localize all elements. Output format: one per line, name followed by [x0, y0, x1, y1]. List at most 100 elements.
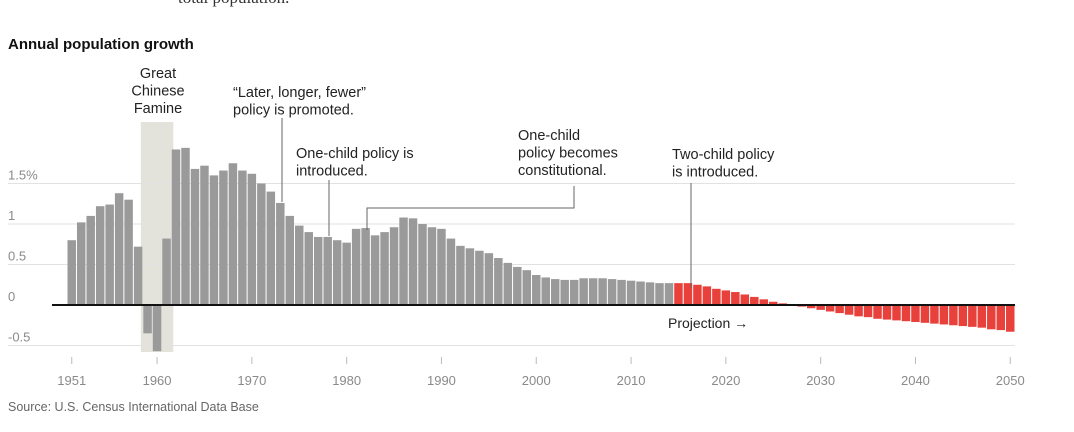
annotations: Great Chinese Famine “Later, longer, fewer”…: [131, 66, 775, 331]
bar-projection: [949, 305, 958, 326]
bar-projection: [835, 305, 844, 314]
bar-projection: [806, 305, 816, 309]
bar-projection: [854, 305, 863, 317]
bars: [67, 147, 1015, 352]
bar-projection: [958, 305, 968, 327]
annotation-line: is introduced.: [672, 165, 758, 181]
bar-projection: [731, 292, 740, 305]
bar-historical: [67, 240, 76, 305]
bar-historical: [266, 191, 276, 305]
bar-projection: [750, 296, 759, 305]
bar-projection: [825, 305, 835, 312]
y-tick-label: 1.5%: [8, 168, 38, 183]
bar-historical: [437, 228, 446, 305]
bar-projection: [939, 305, 949, 325]
bar-projection: [759, 299, 769, 305]
chart-title: Annual population growth: [8, 36, 194, 53]
bar-historical: [569, 279, 579, 305]
bar-projection: [674, 283, 683, 305]
x-tick-label: 2020: [711, 373, 740, 388]
bar-projection: [1006, 305, 1015, 332]
bar-historical: [389, 227, 399, 305]
bar-historical: [105, 204, 114, 305]
bar-historical: [323, 236, 332, 305]
bar-historical: [617, 279, 626, 305]
bar-historical: [171, 149, 181, 305]
bar-projection: [683, 283, 693, 305]
bar-historical: [342, 242, 351, 305]
bar-historical: [200, 165, 209, 305]
bar-historical: [124, 199, 133, 305]
bar-historical: [276, 202, 285, 305]
bar-historical: [361, 228, 370, 305]
y-tick-label: 1: [8, 208, 15, 223]
bar-historical: [209, 175, 219, 305]
annotation-line: Great: [140, 66, 176, 82]
annotation-line: Two-child policy: [672, 147, 775, 163]
bar-projection: [996, 305, 1006, 331]
bar-historical: [626, 280, 636, 305]
bar-historical: [588, 278, 598, 305]
bar-projection: [769, 301, 778, 305]
x-tick-label: 1960: [143, 373, 172, 388]
bar-projection: [712, 288, 721, 305]
bar-historical: [607, 279, 617, 305]
annotation-line: One-child: [518, 128, 580, 144]
axes: 1.5% 1 0.5 0 -0.5 1951 1960 1970 1980 1990 2000 201…: [8, 168, 1025, 389]
bar-historical: [228, 163, 238, 305]
annotation-text: “Later, longer, fewer” policy is promoted…: [233, 85, 366, 119]
bar-historical: [332, 240, 342, 305]
bar-historical: [522, 270, 532, 305]
bar-historical: [380, 232, 389, 305]
bar-historical: [152, 305, 162, 352]
x-tick-label: 1970: [237, 373, 266, 388]
bar-historical: [560, 279, 569, 305]
bar-historical: [664, 283, 674, 305]
bar-historical: [513, 266, 522, 305]
bar-historical: [257, 183, 266, 305]
annotation-leader-line: [366, 186, 575, 230]
bar-projection: [740, 294, 750, 305]
bar-historical: [645, 282, 655, 305]
bar-historical: [446, 238, 456, 305]
source-note: Source: U.S. Census International Data B…: [8, 400, 259, 414]
bar-historical: [541, 277, 550, 305]
cut-off-caption: total population.: [178, 0, 289, 8]
x-tick-label: 1951: [57, 373, 86, 388]
bar-projection: [882, 305, 892, 320]
bar-historical: [370, 235, 380, 305]
bar-historical: [143, 305, 152, 334]
population-growth-chart: 1.5% 1 0.5 0 -0.5 1951 1960 1970 1980 1990 2000 201…: [8, 66, 1025, 389]
projection-label: Projection →: [668, 315, 748, 331]
bar-projection: [844, 305, 854, 315]
bar-historical: [313, 236, 323, 305]
bar-historical: [408, 218, 418, 305]
bar-projection: [987, 305, 996, 330]
bar-historical: [304, 232, 313, 305]
bar-historical: [86, 215, 95, 305]
annotation-text: Great Chinese Famine: [131, 66, 184, 117]
y-tick-label: 0.5: [8, 249, 26, 264]
bar-historical: [465, 248, 475, 305]
bar-historical: [655, 283, 664, 305]
bar-historical: [76, 222, 86, 305]
bar-historical: [351, 228, 361, 305]
bar-historical: [247, 173, 257, 305]
bar-historical: [550, 279, 560, 305]
bar-projection: [873, 305, 882, 319]
x-tick-label: 2050: [996, 373, 1025, 388]
bar-historical: [598, 278, 607, 305]
bar-historical: [219, 170, 228, 305]
annotation-text: One-child policy is introduced.: [296, 146, 414, 180]
annotation-line: policy is promoted.: [233, 103, 354, 119]
bar-historical: [503, 262, 513, 305]
bar-historical: [295, 225, 304, 305]
bar-projection: [863, 305, 873, 318]
x-tick-label: 2000: [522, 373, 551, 388]
annotation-line: “Later, longer, fewer”: [233, 85, 366, 101]
annotation-text: One-child policy becomes constitutional.: [518, 128, 618, 179]
x-tick-label: 2010: [617, 373, 646, 388]
bar-historical: [475, 250, 484, 305]
bar-historical: [190, 168, 200, 305]
bar-historical: [456, 245, 465, 305]
